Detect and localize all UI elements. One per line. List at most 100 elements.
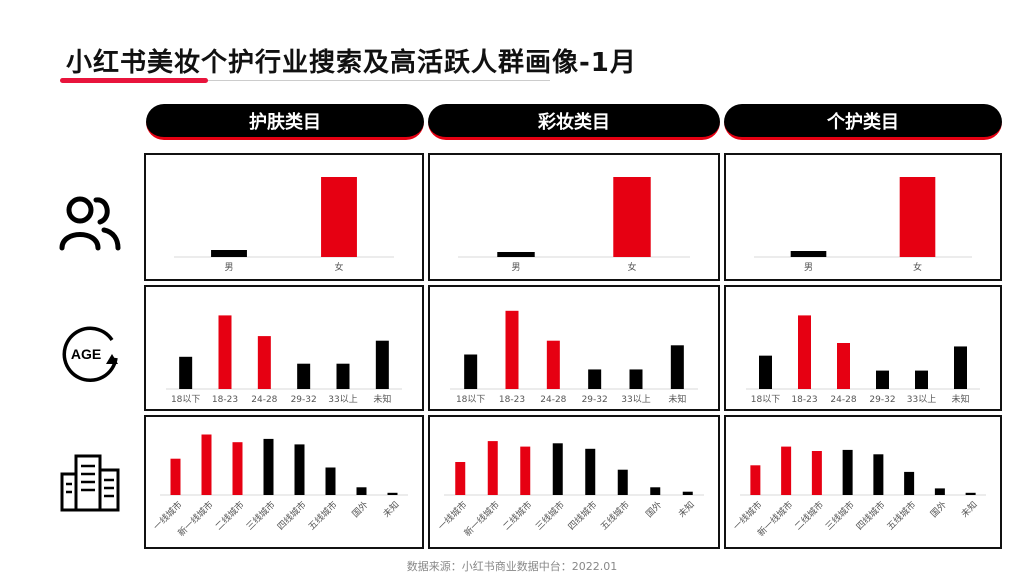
bar bbox=[464, 354, 478, 389]
chart-svg: 一线城市新一线城市二线城市三线城市四线城市五线城市国外未知 bbox=[151, 434, 408, 539]
tick-label: 24-28 bbox=[540, 395, 566, 405]
tick-label: 四线城市 bbox=[853, 499, 887, 533]
tick-label: 18-23 bbox=[791, 395, 817, 405]
bar bbox=[179, 356, 193, 389]
tick-label: 男 bbox=[511, 262, 520, 273]
bar bbox=[455, 462, 466, 495]
bar bbox=[837, 343, 850, 389]
chart-makeup-city: 一线城市 新一线城市 二线城市 三线城市 四线城市 五线城市 国外 未知 bbox=[428, 415, 720, 549]
tick-label: 一线城市 bbox=[151, 499, 185, 533]
tick-label: 三线城市 bbox=[244, 499, 278, 533]
tick-label: 国外 bbox=[349, 499, 370, 520]
bar bbox=[613, 177, 651, 257]
bar bbox=[759, 355, 772, 389]
chart-svg: 男女 bbox=[754, 177, 972, 273]
bar bbox=[170, 458, 181, 495]
bar bbox=[629, 369, 643, 389]
tick-label: 29-32 bbox=[869, 395, 895, 405]
bar bbox=[375, 340, 389, 389]
title-accent-bar bbox=[60, 78, 208, 83]
bar bbox=[487, 441, 498, 495]
bar bbox=[904, 471, 915, 495]
tick-label: 18以下 bbox=[456, 395, 485, 405]
data-source: 数据来源：小红书商业数据中台：2022.01 bbox=[406, 560, 618, 573]
chart-svg: 一线城市新一线城市二线城市三线城市四线城市五线城市国外未知 bbox=[730, 446, 986, 539]
tick-label: 四线城市 bbox=[565, 499, 599, 533]
bar bbox=[263, 438, 274, 495]
bar bbox=[842, 449, 853, 495]
tick-label: 18-23 bbox=[499, 395, 525, 405]
bar bbox=[781, 446, 792, 495]
tick-label: 男 bbox=[224, 262, 233, 273]
tick-label: 未知 bbox=[951, 393, 969, 405]
tick-label: 未知 bbox=[373, 393, 391, 405]
bar bbox=[650, 487, 661, 495]
bar bbox=[876, 370, 889, 389]
chart-skincare-city: 一线城市 新一线城市 二线城市 三线城市 四线城市 五线城市 国外 未知 bbox=[144, 415, 424, 549]
tick-label: 18以下 bbox=[171, 395, 200, 405]
tick-label: 女 bbox=[913, 261, 922, 273]
bar bbox=[552, 443, 563, 495]
bar bbox=[387, 492, 398, 495]
tab-personal-care: 个护类目 bbox=[724, 104, 1002, 140]
tick-label: 女 bbox=[334, 261, 343, 273]
bar bbox=[798, 315, 811, 389]
chart-skincare-age: 18以下 18-23 24-28 29-32 33以上 未知 bbox=[144, 285, 424, 411]
bar bbox=[218, 315, 232, 389]
bar bbox=[211, 250, 247, 257]
bar bbox=[790, 251, 827, 257]
bar bbox=[356, 487, 367, 495]
bar bbox=[811, 451, 822, 495]
chart-personalcare-age: 18以下 18-23 24-28 29-32 33以上 未知 bbox=[724, 285, 1002, 411]
chart-makeup-gender: 男女 bbox=[428, 153, 720, 281]
bar bbox=[201, 434, 212, 495]
chart-personalcare-gender: 男女 bbox=[724, 153, 1002, 281]
bar bbox=[497, 252, 535, 257]
tick-label: 男 bbox=[804, 262, 813, 273]
tick-label: 五线城市 bbox=[306, 499, 340, 533]
tick-label: 二线城市 bbox=[500, 499, 534, 533]
age-label: AGE bbox=[71, 346, 101, 362]
bar bbox=[585, 448, 596, 495]
age-icon: AGE bbox=[62, 326, 118, 383]
bar bbox=[588, 369, 602, 389]
tick-label: 33以上 bbox=[328, 394, 357, 405]
bar bbox=[520, 446, 531, 495]
chart-svg: 男女 bbox=[458, 177, 690, 273]
tick-label: 18-23 bbox=[212, 395, 238, 405]
tick-label: 24-28 bbox=[830, 395, 856, 405]
tab-makeup: 彩妆类目 bbox=[428, 104, 720, 140]
tick-label: 未知 bbox=[668, 393, 686, 405]
tick-label: 二线城市 bbox=[213, 499, 247, 533]
tick-label: 三线城市 bbox=[823, 499, 857, 533]
tick-label: 女 bbox=[627, 261, 636, 273]
chart-svg: 18以下 18-23 24-28 29-32 33以上 未知 bbox=[746, 315, 980, 405]
chart-svg: 男女 bbox=[174, 177, 394, 273]
chart-svg: 18以下 18-23 24-28 29-32 33以上 未知 bbox=[450, 310, 698, 405]
bar bbox=[965, 492, 976, 495]
tick-label: 二线城市 bbox=[792, 499, 826, 533]
tick-label: 33以上 bbox=[621, 394, 650, 405]
title-underline bbox=[60, 80, 550, 81]
bar bbox=[954, 346, 967, 389]
bar bbox=[682, 491, 693, 495]
tick-label: 未知 bbox=[380, 499, 401, 520]
bar bbox=[873, 454, 884, 495]
bar bbox=[899, 177, 936, 257]
bar bbox=[670, 345, 684, 389]
chart-makeup-age: 18以下 18-23 24-28 29-32 33以上 未知 bbox=[428, 285, 720, 411]
tab-skincare: 护肤类目 bbox=[146, 104, 424, 140]
chart-svg: 18以下 18-23 24-28 29-32 33以上 未知 bbox=[166, 315, 402, 405]
bar bbox=[617, 469, 628, 495]
bar bbox=[294, 444, 305, 495]
tick-label: 五线城市 bbox=[598, 499, 632, 533]
people-icon bbox=[59, 196, 121, 251]
tick-label: 29-32 bbox=[291, 395, 317, 405]
bar bbox=[257, 336, 271, 389]
tick-label: 五线城市 bbox=[884, 499, 918, 533]
chart-personalcare-city: 一线城市 新一线城市 二线城市 三线城市 四线城市 五线城市 国外 未知 bbox=[724, 415, 1002, 549]
chart-skincare-gender: 男女 bbox=[144, 153, 424, 281]
tick-label: 29-32 bbox=[582, 395, 608, 405]
buildings-icon bbox=[60, 454, 120, 512]
tick-label: 三线城市 bbox=[533, 499, 567, 533]
